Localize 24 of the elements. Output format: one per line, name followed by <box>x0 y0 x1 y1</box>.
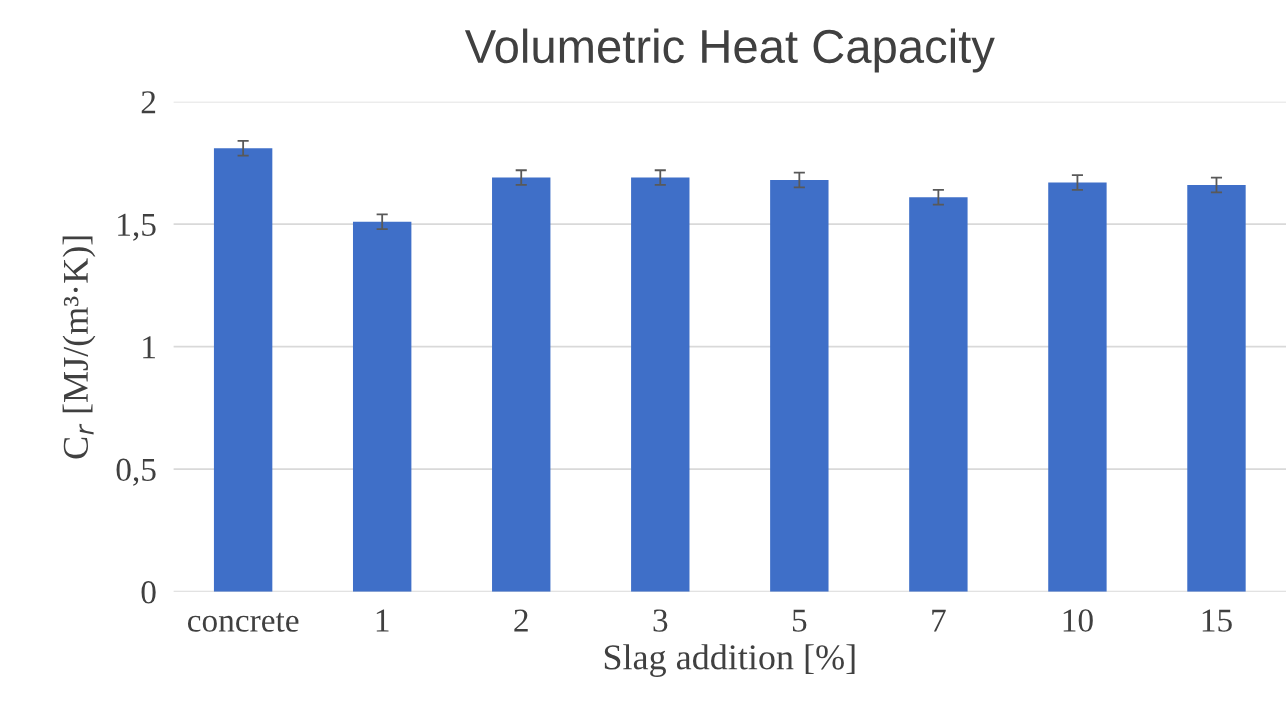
y-tick-label: 0 <box>141 581 156 604</box>
y-tick-label: 0,5 <box>116 458 156 486</box>
bar <box>213 148 273 592</box>
chart-title: Volumetric Heat Capacity <box>464 28 995 73</box>
x-tick-label: 3 <box>653 609 668 632</box>
x-tick-label: 5 <box>792 609 807 632</box>
y-tick-label: 2 <box>141 91 156 114</box>
x-tick-label: 10 <box>1063 609 1093 632</box>
x-tick-label: 15 <box>1202 609 1232 632</box>
x-tick-label: 7 <box>932 609 946 632</box>
bar <box>1048 182 1107 592</box>
x-tick-label: concrete <box>187 612 299 632</box>
bar <box>631 177 690 592</box>
y-tick-label: 1,5 <box>118 213 156 241</box>
x-axis-title: Slag addition [%] <box>604 644 855 677</box>
x-tick-label: 2 <box>514 609 528 632</box>
bar <box>492 177 551 592</box>
bar <box>909 197 968 592</box>
bar <box>1187 184 1246 592</box>
y-axis-title: C$_{r}$ [MJ/(m³·K)] <box>62 236 96 459</box>
y-tick-label: 1 <box>143 336 155 359</box>
bar <box>770 180 829 592</box>
x-tick-label: 1 <box>376 609 389 632</box>
bar <box>352 221 412 592</box>
